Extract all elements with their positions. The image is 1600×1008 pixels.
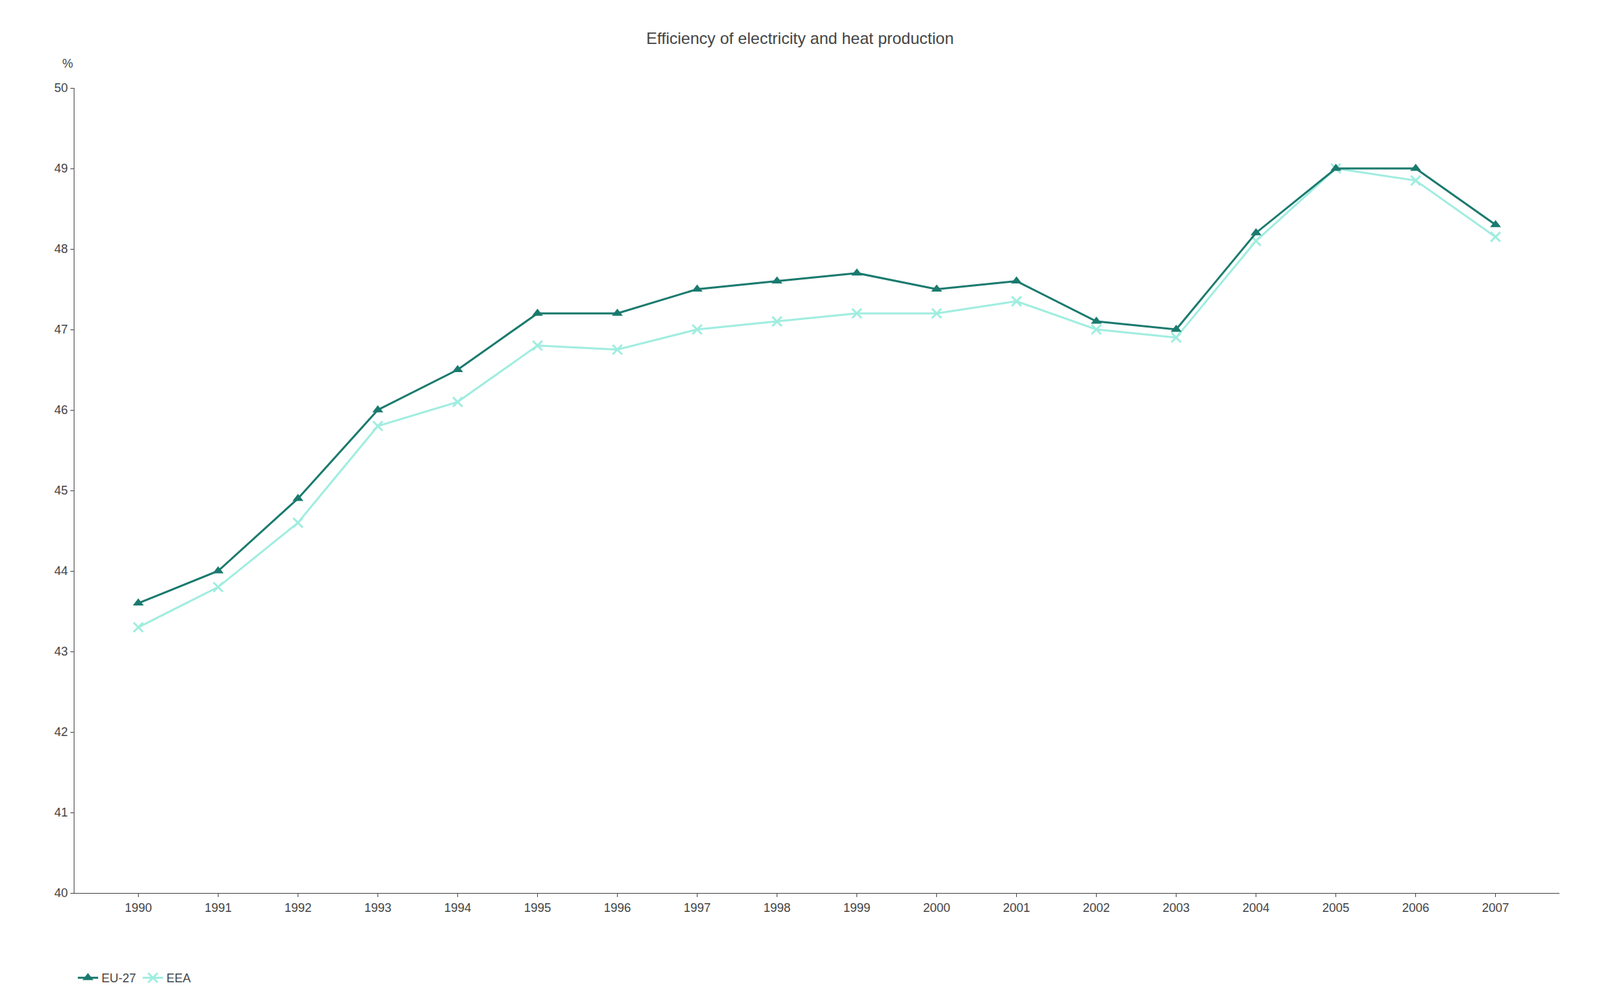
svg-text:45: 45 xyxy=(54,483,68,498)
svg-text:2003: 2003 xyxy=(1162,901,1191,915)
svg-text:1994: 1994 xyxy=(443,901,471,915)
svg-text:47: 47 xyxy=(54,322,68,337)
svg-text:43: 43 xyxy=(54,644,68,659)
svg-text:%: % xyxy=(62,56,74,71)
svg-text:46: 46 xyxy=(54,403,68,417)
svg-text:1998: 1998 xyxy=(763,901,791,915)
svg-text:Efficiency of electricity and: Efficiency of electricity and heat produ… xyxy=(646,29,954,48)
svg-text:41: 41 xyxy=(54,805,68,820)
svg-text:1997: 1997 xyxy=(683,901,711,915)
svg-text:EU-27: EU-27 xyxy=(101,971,136,986)
svg-text:1991: 1991 xyxy=(204,901,232,915)
svg-text:1992: 1992 xyxy=(284,901,312,915)
svg-text:1996: 1996 xyxy=(603,901,631,915)
svg-text:1993: 1993 xyxy=(363,901,392,915)
svg-text:48: 48 xyxy=(54,242,68,256)
svg-text:2002: 2002 xyxy=(1083,901,1111,915)
svg-text:1990: 1990 xyxy=(124,901,152,915)
svg-text:1999: 1999 xyxy=(842,901,871,915)
svg-text:2006: 2006 xyxy=(1402,901,1430,915)
svg-text:1995: 1995 xyxy=(523,901,551,915)
svg-text:2004: 2004 xyxy=(1242,901,1270,915)
svg-text:44: 44 xyxy=(54,564,68,578)
svg-text:2000: 2000 xyxy=(922,901,950,915)
svg-text:EEA: EEA xyxy=(166,971,191,986)
svg-text:2001: 2001 xyxy=(1003,901,1031,915)
svg-text:2007: 2007 xyxy=(1482,901,1510,915)
svg-text:50: 50 xyxy=(54,81,68,95)
svg-text:49: 49 xyxy=(54,161,68,176)
svg-text:40: 40 xyxy=(54,886,68,900)
svg-text:2005: 2005 xyxy=(1322,901,1350,915)
svg-text:42: 42 xyxy=(54,725,68,739)
